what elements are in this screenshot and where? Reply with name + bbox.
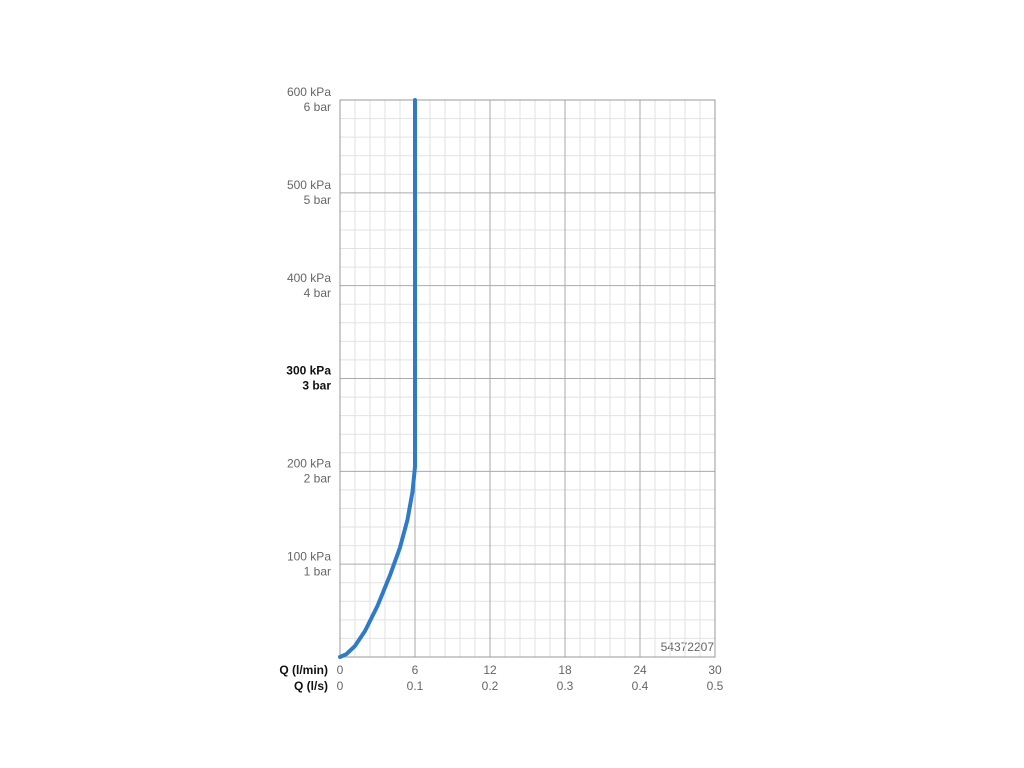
flow-curve <box>338 98 417 659</box>
x2-tick-label: 0.2 <box>482 679 499 693</box>
y-tick-label: 300 kPa <box>286 364 331 378</box>
x2-tick-label: 0.1 <box>407 679 424 693</box>
x2-tick-label: 0.5 <box>707 679 724 693</box>
annotation: 54372207 <box>661 640 715 654</box>
y2-tick-label: 3 bar <box>302 379 331 393</box>
y2-tick-label: 6 bar <box>304 100 331 114</box>
x2-tick-label: 0.4 <box>632 679 649 693</box>
y-tick-label: 500 kPa <box>287 178 331 192</box>
y2-tick-label: 4 bar <box>304 286 331 300</box>
x-tick-label: 30 <box>708 663 722 677</box>
x-tick-label: 6 <box>412 663 419 677</box>
x2-axis-label: Q (l/s) <box>294 679 328 693</box>
y-tick-label: 400 kPa <box>287 271 331 285</box>
y2-tick-label: 1 bar <box>304 564 331 578</box>
x2-tick-label: 0.3 <box>557 679 574 693</box>
y2-tick-label: 2 bar <box>304 472 331 486</box>
x-tick-label: 0 <box>337 663 344 677</box>
x-tick-label: 18 <box>558 663 572 677</box>
x-tick-label: 12 <box>483 663 497 677</box>
y-tick-label: 100 kPa <box>287 549 331 563</box>
y-tick-label: 600 kPa <box>287 85 331 99</box>
x-tick-label: 24 <box>633 663 647 677</box>
y2-tick-label: 5 bar <box>304 193 331 207</box>
y-tick-label: 200 kPa <box>287 457 331 471</box>
plot-frame <box>339 99 716 658</box>
x-axis-label: Q (l/min) <box>279 663 328 677</box>
x2-tick-label: 0 <box>337 679 344 693</box>
